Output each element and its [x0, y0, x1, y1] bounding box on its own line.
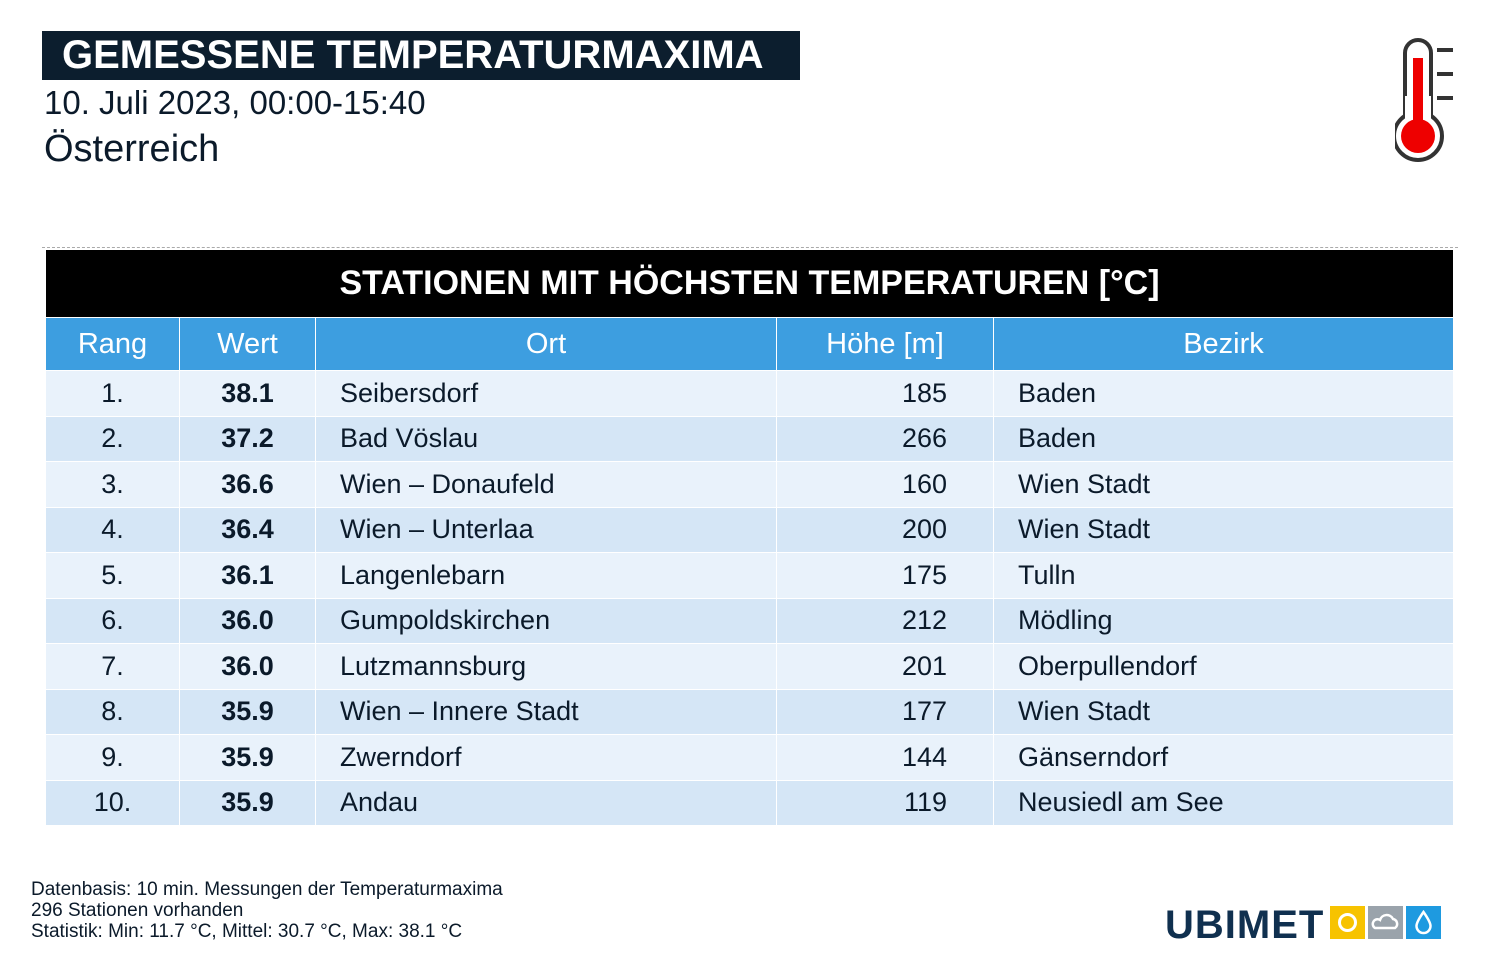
table-cell: 35.9 [180, 735, 316, 780]
footer-line: Statistik: Min: 11.7 °C, Mittel: 30.7 °C… [31, 921, 463, 942]
table-cell: Wien Stadt [1018, 514, 1151, 545]
table-cell: 4. [46, 507, 180, 552]
table-cell: 144 [777, 735, 994, 780]
table-cell: Gumpoldskirchen [316, 598, 777, 643]
table-cell: 2. [46, 416, 180, 461]
footer-line: 296 Stationen vorhanden [31, 900, 244, 921]
table-cell: 175 [777, 553, 994, 598]
table-cell: Oberpullendorf [1018, 650, 1197, 681]
title: GEMESSENE TEMPERATURMAXIMA [42, 31, 800, 80]
table-cell: 36.6 [180, 462, 316, 507]
table-cell: Andau [316, 780, 777, 825]
table-title: STATIONEN MIT HÖCHSTEN TEMPERATUREN [°C] [46, 250, 1453, 317]
table-cell: 8. [46, 689, 180, 734]
table-cell: 9. [46, 735, 180, 780]
column-header: Rang [46, 318, 180, 370]
table-row: 1. 38.1 Seibersdorf 185 Baden [46, 370, 1453, 416]
table-cell: Baden [1018, 423, 1097, 454]
table-cell: 3. [46, 462, 180, 507]
column-header: Ort [316, 318, 777, 370]
table-cell: 1. [46, 371, 180, 416]
table-cell: Wien – Donaufeld [316, 462, 777, 507]
table-row: 7. 36.0 Lutzmannsburg 201 Oberpullendorf [46, 643, 1453, 689]
table-cell: 37.2 [180, 416, 316, 461]
table-row: 9. 35.9 Zwerndorf 144 Gänserndorf [46, 734, 1453, 780]
table-row: 5. 36.1 Langenlebarn 175 Tulln [46, 552, 1453, 598]
table-cell: Gänserndorf [1018, 741, 1169, 772]
table-cell: 36.1 [180, 553, 316, 598]
table-cell: 160 [777, 462, 994, 507]
table-cell: 35.9 [180, 780, 316, 825]
table-body: 1. 38.1 Seibersdorf 185 Baden 2. 37.2 Bad Vösla… [46, 370, 1453, 825]
table-cell: 200 [777, 507, 994, 552]
table-cell: Seibersdorf [316, 371, 777, 416]
table-cell: Zwerndorf [316, 735, 777, 780]
table-cell: 36.0 [180, 644, 316, 689]
table-cell: 119 [777, 780, 994, 825]
header-row: Rang Wert Ort Höhe [m] Bezirk [46, 317, 1453, 370]
logo: UBIMET [1165, 903, 1325, 947]
thermometer-icon [1395, 38, 1453, 162]
table-cell: 5. [46, 553, 180, 598]
table-cell: Wien – Innere Stadt [316, 689, 777, 734]
table-cell: Tulln [1018, 559, 1076, 590]
table-cell: 10. [46, 780, 180, 825]
table-cell: Wien Stadt [1018, 468, 1151, 499]
table: STATIONEN MIT HÖCHSTEN TEMPERATUREN [°C]… [46, 250, 1453, 825]
table-cell: 36.0 [180, 598, 316, 643]
table-row: 2. 37.2 Bad Vöslau 266 Baden [46, 415, 1453, 461]
table-cell: Lutzmannsburg [316, 644, 777, 689]
table-cell: 201 [777, 644, 994, 689]
table-row: 6. 36.0 Gumpoldskirchen 212 Mödling [46, 597, 1453, 643]
separator [42, 247, 1458, 248]
footer: Datenbasis: 10 min. Messungen der Temper… [31, 879, 503, 942]
table-cell: 6. [46, 598, 180, 643]
table-cell: Wien Stadt [1018, 696, 1151, 727]
date: 10. Juli 2023, 00:00-15:40 [44, 84, 426, 121]
table-cell: 177 [777, 689, 994, 734]
table-cell: Mödling [1018, 605, 1113, 636]
table-cell: 212 [777, 598, 994, 643]
column-header: Höhe [m] [777, 318, 994, 370]
table-row: 10. 35.9 Andau 119 Neusiedl am See [46, 779, 1453, 825]
table-cell: Langenlebarn [316, 553, 777, 598]
table-cell: 7. [46, 644, 180, 689]
table-cell: Wien – Unterlaa [316, 507, 777, 552]
table-cell: 38.1 [180, 371, 316, 416]
table-cell: 266 [777, 416, 994, 461]
column-header: Wert [180, 318, 316, 370]
logo-icons [1330, 906, 1441, 939]
region: Österreich [44, 128, 220, 170]
table-row: 3. 36.6 Wien – Donaufeld 160 Wien Stadt [46, 461, 1453, 507]
column-header: Bezirk [1183, 327, 1264, 360]
table-cell: Neusiedl am See [1018, 787, 1224, 818]
table-cell: 35.9 [180, 689, 316, 734]
table-cell: Baden [1018, 377, 1097, 408]
table-cell: 36.4 [180, 507, 316, 552]
table-row: 4. 36.4 Wien – Unterlaa 200 Wien Stadt [46, 506, 1453, 552]
footer-line: Datenbasis: 10 min. Messungen der Temper… [31, 879, 503, 900]
table-cell: 185 [777, 371, 994, 416]
table-row: 8. 35.9 Wien – Innere Stadt 177 Wien Stadt [46, 688, 1453, 734]
table-cell: Bad Vöslau [316, 416, 777, 461]
